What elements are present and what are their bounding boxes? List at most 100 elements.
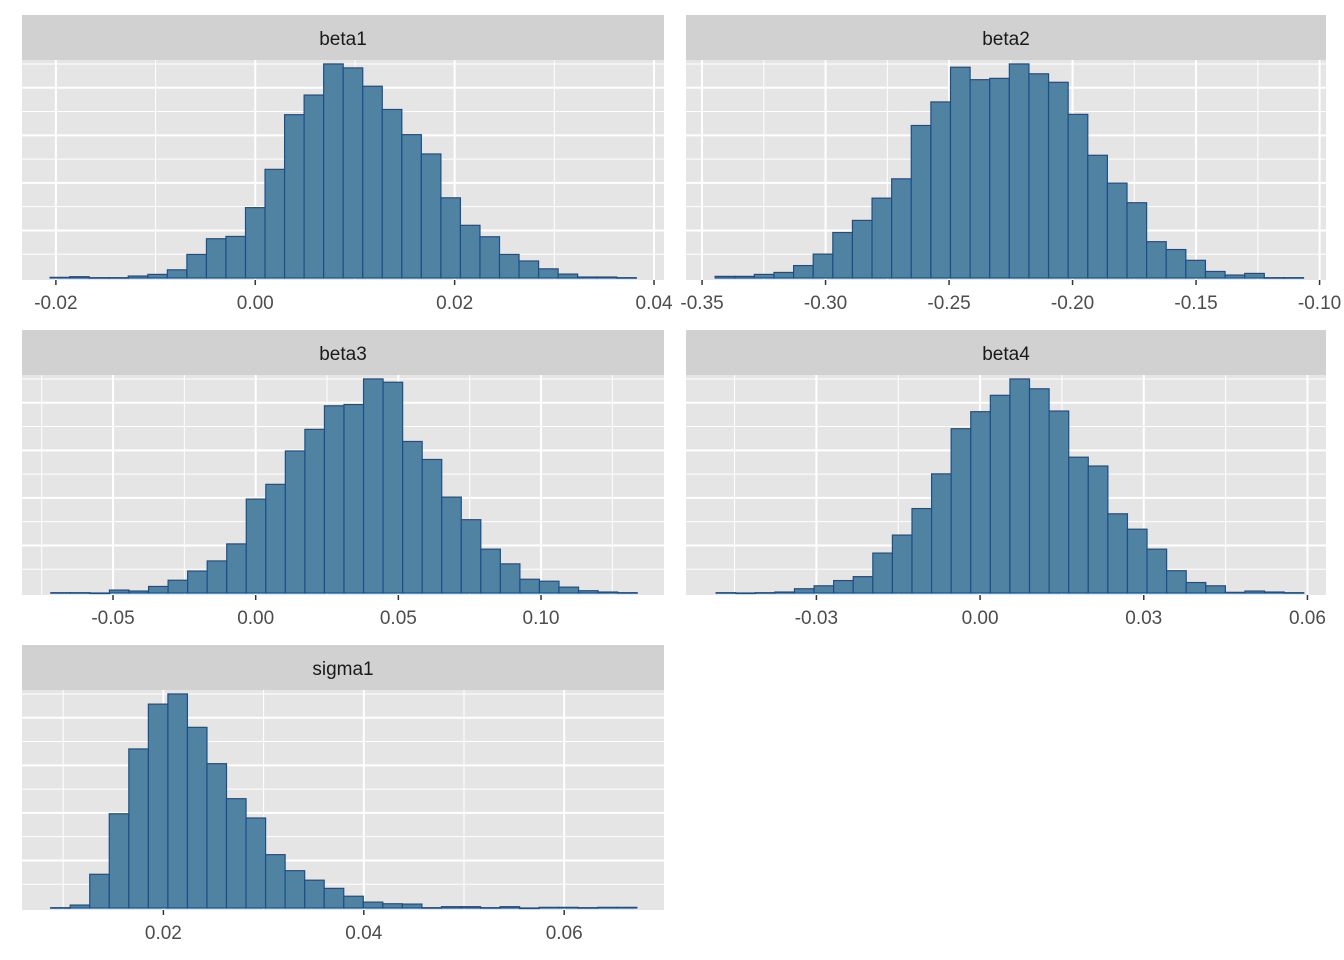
histogram-bar <box>127 275 149 279</box>
histogram-bar <box>441 496 462 594</box>
histogram-bar <box>950 428 972 594</box>
facet-strip-title: sigma1 <box>312 659 373 680</box>
facet-strip <box>22 15 664 60</box>
histogram-bar <box>577 276 598 279</box>
histogram-bar <box>1146 241 1167 279</box>
facet-strip <box>22 330 664 375</box>
histogram-bar <box>538 906 560 909</box>
histogram-bar <box>459 224 481 279</box>
histogram-bar <box>244 207 266 279</box>
histogram-bar <box>499 563 521 594</box>
histogram-bar <box>343 403 365 594</box>
facet-strip <box>686 15 1326 60</box>
histogram-bar <box>186 726 208 909</box>
histogram-bar <box>833 579 854 594</box>
histogram-bar <box>89 873 110 909</box>
histogram-bar <box>1126 528 1148 594</box>
histogram-bar <box>969 79 991 279</box>
histogram-bar <box>226 543 247 594</box>
x-tick-label: 0.02 <box>145 923 182 944</box>
histogram-bar <box>342 67 364 279</box>
histogram-bar <box>891 534 913 594</box>
facet-strip-title: beta2 <box>982 29 1030 50</box>
histogram-bar <box>264 854 286 909</box>
histogram-bar <box>1106 182 1128 279</box>
histogram-bar <box>498 253 520 279</box>
histogram-bar <box>206 763 228 909</box>
histogram-bar <box>1028 388 1050 594</box>
histogram-bar <box>245 817 267 909</box>
histogram-bar <box>851 219 873 279</box>
histogram-bar <box>616 906 638 909</box>
histogram-bar <box>519 578 541 594</box>
histogram-bar <box>265 483 286 594</box>
histogram-bar <box>872 552 894 594</box>
histogram-bar <box>1087 465 1109 594</box>
histogram-bar <box>1224 591 1246 594</box>
histogram-bar <box>304 428 326 594</box>
facet-strip <box>22 645 664 690</box>
x-tick-label: -0.10 <box>1298 293 1341 314</box>
histogram-bar <box>1244 272 1265 279</box>
histogram-bar <box>480 548 501 594</box>
facet-panel-beta1: beta1 -0.02 0.00 0.02 0.04 <box>22 15 673 314</box>
histogram-bar <box>616 277 637 279</box>
histogram-bar <box>402 440 423 594</box>
histogram-bar <box>1165 248 1187 279</box>
histogram-bar <box>949 66 971 279</box>
x-tick-label: 0.02 <box>436 293 473 314</box>
x-tick-label: -0.15 <box>1174 293 1217 314</box>
histogram-bar <box>970 411 991 594</box>
histogram-bar <box>597 591 619 594</box>
histogram-bar <box>1263 591 1285 594</box>
histogram-bar <box>734 275 755 279</box>
histogram-bar <box>1244 590 1266 594</box>
histogram-bar <box>774 591 796 594</box>
histogram-bar <box>187 570 208 594</box>
facet-panel-beta2: beta2 -0.35 -0.30 -0.25 -0.20 -0.15 -0.10 <box>680 15 1341 314</box>
histogram-bar <box>930 473 952 594</box>
histogram-bar <box>460 906 482 909</box>
histogram-bar <box>1009 378 1031 594</box>
histogram-bar <box>323 405 345 594</box>
histogram-bar <box>460 519 482 594</box>
histogram-bar <box>304 879 325 909</box>
histogram-bar <box>519 907 540 910</box>
histogram-bar <box>989 77 1010 279</box>
histogram-bar <box>832 231 854 279</box>
histogram-bar <box>1048 410 1070 594</box>
histogram-bar <box>206 560 228 594</box>
histogram-bar <box>479 236 501 279</box>
histogram-bar <box>1283 277 1305 279</box>
histogram-bar <box>617 592 638 594</box>
histogram-bar <box>1185 581 1207 594</box>
histogram-bar <box>813 585 835 594</box>
x-tick-label: 0.00 <box>237 608 274 629</box>
x-tick-label: 0.04 <box>636 293 673 314</box>
histogram-bar <box>596 276 618 279</box>
histogram-bar <box>891 178 912 279</box>
histogram-bar <box>128 590 150 594</box>
histogram-bar <box>89 592 111 595</box>
histogram-bar <box>108 277 129 279</box>
histogram-bar <box>382 903 403 909</box>
histogram-bar <box>186 253 208 279</box>
histogram-bar <box>421 907 443 909</box>
histogram-bar <box>69 276 90 279</box>
histogram-bar <box>225 235 247 279</box>
x-tick-label: 0.03 <box>1125 608 1162 629</box>
histogram-bar <box>577 907 599 909</box>
histogram-bar <box>401 903 423 909</box>
histogram-bar <box>1205 585 1226 594</box>
histogram-bar <box>518 260 540 279</box>
histogram-bar <box>1185 259 1207 279</box>
histogram-bar <box>1204 270 1226 279</box>
histogram-bar <box>128 748 149 909</box>
x-tick-label: 0.04 <box>345 923 382 944</box>
histogram-bar <box>284 870 306 909</box>
histogram-bar <box>1028 73 1050 279</box>
histogram-bar <box>147 585 169 594</box>
x-tick-label: 0.10 <box>523 608 560 629</box>
histogram-bar <box>989 394 1011 594</box>
